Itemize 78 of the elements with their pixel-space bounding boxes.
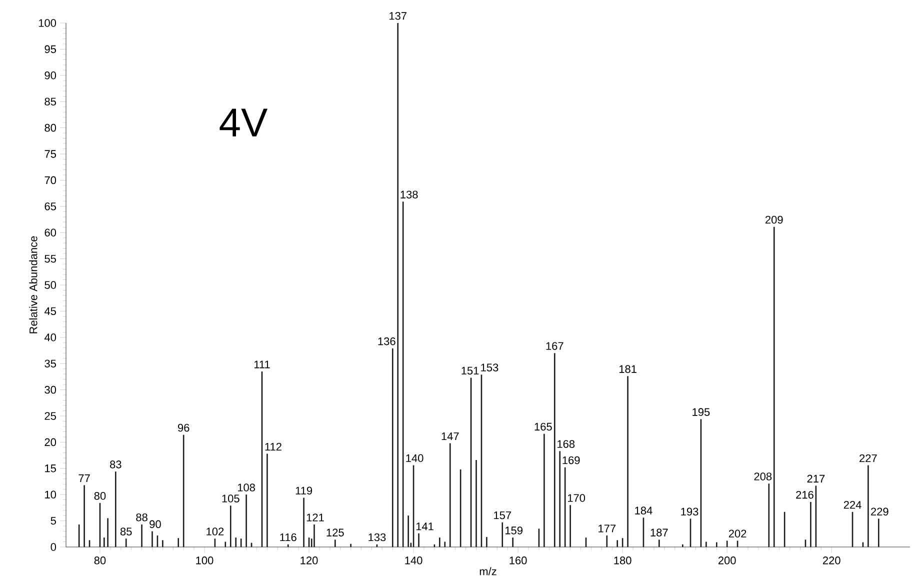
y-tick-label: 65 bbox=[44, 202, 56, 210]
y-tick-label: 30 bbox=[44, 386, 56, 394]
annotation: 138 bbox=[400, 190, 418, 198]
y-tick-label: 15 bbox=[45, 464, 56, 472]
annotation: 168 bbox=[558, 440, 575, 448]
y-axis-title: Relative Abundance bbox=[29, 236, 38, 334]
annotation: 140 bbox=[406, 454, 424, 462]
annotation: 177 bbox=[598, 524, 616, 532]
annotation: 216 bbox=[796, 490, 814, 499]
annotation: 167 bbox=[546, 342, 564, 350]
annotation: 169 bbox=[562, 456, 580, 464]
y-tick-label: 50 bbox=[44, 281, 56, 289]
annotation: 77 bbox=[78, 474, 90, 482]
annotation: 136 bbox=[378, 337, 396, 346]
annotation: 108 bbox=[238, 484, 255, 492]
annotation: 96 bbox=[178, 424, 190, 432]
annotation: 227 bbox=[860, 454, 877, 462]
x-tick-label: 100 bbox=[196, 556, 214, 564]
annotation: 80 bbox=[94, 492, 106, 500]
annotation: 116 bbox=[280, 533, 296, 542]
annotation: 217 bbox=[807, 474, 825, 482]
x-tick-label: 220 bbox=[822, 556, 840, 564]
annotation: 165 bbox=[534, 422, 552, 431]
y-tick-label: 75 bbox=[44, 150, 56, 158]
annotation: 105 bbox=[222, 494, 240, 502]
annotation: 187 bbox=[650, 528, 668, 536]
annotation: 224 bbox=[844, 501, 862, 509]
y-tick-label: 60 bbox=[44, 228, 56, 236]
x-tick-label: 120 bbox=[300, 556, 318, 564]
annotation: 111 bbox=[254, 360, 270, 368]
y-tick-label: 20 bbox=[44, 438, 56, 446]
x-tick-label: 80 bbox=[94, 556, 106, 564]
annotation: 141 bbox=[416, 522, 434, 530]
annotation: 119 bbox=[296, 486, 312, 495]
annotation: 229 bbox=[871, 508, 888, 516]
y-tick-label: 5 bbox=[50, 516, 56, 525]
x-tick-label: 200 bbox=[718, 556, 736, 564]
y-tick-label: 0 bbox=[50, 543, 56, 551]
annotation: 85 bbox=[120, 528, 132, 536]
y-tick-label: 55 bbox=[44, 254, 56, 263]
annotation: 133 bbox=[368, 533, 386, 542]
y-tick-label: 35 bbox=[44, 360, 56, 368]
annotation: 202 bbox=[728, 530, 746, 538]
x-tick-label: 180 bbox=[614, 556, 632, 564]
y-tick-label: 100 bbox=[38, 19, 56, 27]
annotation: 83 bbox=[110, 460, 122, 468]
annotation: 147 bbox=[442, 432, 459, 440]
y-tick-label: 45 bbox=[44, 307, 56, 316]
y-tick-label: 40 bbox=[44, 334, 56, 342]
x-tick-label: 140 bbox=[405, 556, 422, 564]
x-axis-title: m/z bbox=[480, 567, 496, 576]
text: 4V bbox=[220, 108, 268, 136]
y-tick-label: 70 bbox=[44, 176, 56, 184]
annotation: 102 bbox=[206, 528, 224, 536]
y-tick-label: 85 bbox=[44, 98, 56, 106]
annotation: 209 bbox=[765, 216, 783, 224]
annotation: 90 bbox=[150, 520, 161, 528]
annotation: 151 bbox=[462, 366, 479, 375]
x-tick-label: 160 bbox=[510, 556, 527, 564]
annotation: 121 bbox=[306, 514, 324, 522]
annotation: 153 bbox=[481, 364, 498, 372]
annotation: 125 bbox=[326, 528, 344, 536]
annotation: 195 bbox=[692, 408, 710, 416]
y-tick-label: 10 bbox=[45, 490, 56, 498]
annotation: 193 bbox=[681, 508, 698, 516]
annotation: 208 bbox=[754, 472, 772, 480]
y-tick-label: 90 bbox=[44, 72, 56, 80]
annotation: 157 bbox=[494, 511, 511, 520]
annotation: 184 bbox=[635, 506, 652, 514]
annotation: 170 bbox=[568, 494, 586, 502]
y-tick-label: 80 bbox=[44, 124, 56, 132]
annotation: 137 bbox=[390, 12, 406, 20]
annotation: 88 bbox=[136, 513, 148, 522]
y-tick-label: 25 bbox=[44, 412, 56, 420]
y-tick-label: 95 bbox=[44, 45, 56, 54]
annotation: 159 bbox=[505, 526, 522, 534]
annotation: 181 bbox=[619, 365, 636, 373]
annotation: 112 bbox=[265, 442, 282, 451]
